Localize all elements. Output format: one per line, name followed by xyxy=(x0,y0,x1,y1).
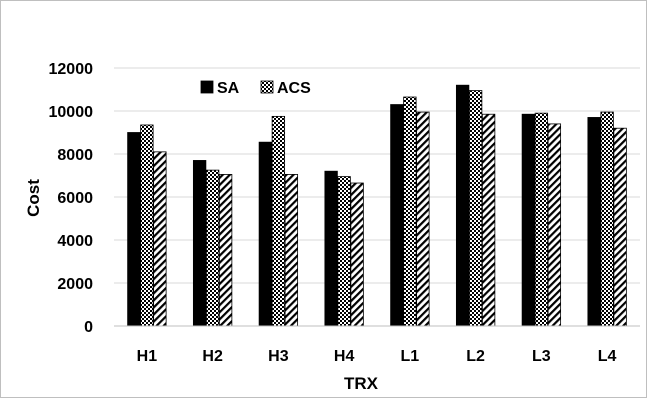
bar-acs-l2 xyxy=(468,90,483,327)
bar-acs-l3 xyxy=(534,112,549,327)
y-tick-label: 10000 xyxy=(49,104,94,121)
bars xyxy=(127,84,627,327)
bar-acs-l4 xyxy=(600,111,614,327)
x-tick-label: H1 xyxy=(137,348,158,365)
bar-series-3-l3 xyxy=(547,123,562,327)
x-tick-label: L3 xyxy=(532,348,551,365)
legend-label: ACS xyxy=(277,80,311,97)
bar-sa-h2 xyxy=(192,160,207,327)
bar-series-3-l4 xyxy=(613,127,627,327)
bar-acs-h2 xyxy=(205,169,220,327)
bar-acs-h3 xyxy=(271,115,286,327)
x-tick-label: H4 xyxy=(334,348,355,365)
y-tick-label: 0 xyxy=(84,319,93,336)
bar-series-3-h3 xyxy=(284,174,299,327)
bar-acs-l1 xyxy=(403,96,417,327)
y-tick-label: 6000 xyxy=(57,190,93,207)
bar-sa-h4 xyxy=(324,170,338,327)
bar-sa-l4 xyxy=(587,117,601,327)
bar-series-3-l2 xyxy=(481,113,496,327)
bar-sa-h3 xyxy=(258,141,273,327)
x-tick-label: L4 xyxy=(598,348,617,365)
legend-label: SA xyxy=(217,80,240,97)
bar-series-3-h1 xyxy=(153,151,167,327)
x-tick-label: H2 xyxy=(202,348,223,365)
x-tick-label: H3 xyxy=(268,348,289,365)
y-tick-label: 2000 xyxy=(57,276,93,293)
bar-sa-l2 xyxy=(455,84,470,327)
x-tick-label: L1 xyxy=(401,348,420,365)
y-tick-label: 12000 xyxy=(49,61,94,78)
y-axis-title: Cost xyxy=(24,179,43,217)
legend-swatch xyxy=(260,80,274,94)
bar-series-3-l1 xyxy=(416,111,430,327)
y-tick-label: 8000 xyxy=(57,147,93,164)
x-axis-title: TRX xyxy=(344,374,379,393)
bar-acs-h1 xyxy=(140,124,154,327)
bar-sa-h1 xyxy=(127,132,141,327)
bar-sa-l3 xyxy=(521,113,536,327)
legend: SA ACS xyxy=(200,80,311,97)
bar-sa-l1 xyxy=(390,104,404,327)
bar-acs-h4 xyxy=(337,176,351,327)
x-tick-label: L2 xyxy=(466,348,485,365)
y-tick-label: 4000 xyxy=(57,233,93,250)
bar-series-3-h4 xyxy=(350,182,364,327)
axes: 0 2000 4000 6000 8000 10000 12000 H1 H2 H3 H4 L1 L2 L… xyxy=(49,61,640,365)
bar-series-3-h2 xyxy=(218,174,233,327)
legend-swatch xyxy=(200,80,214,94)
